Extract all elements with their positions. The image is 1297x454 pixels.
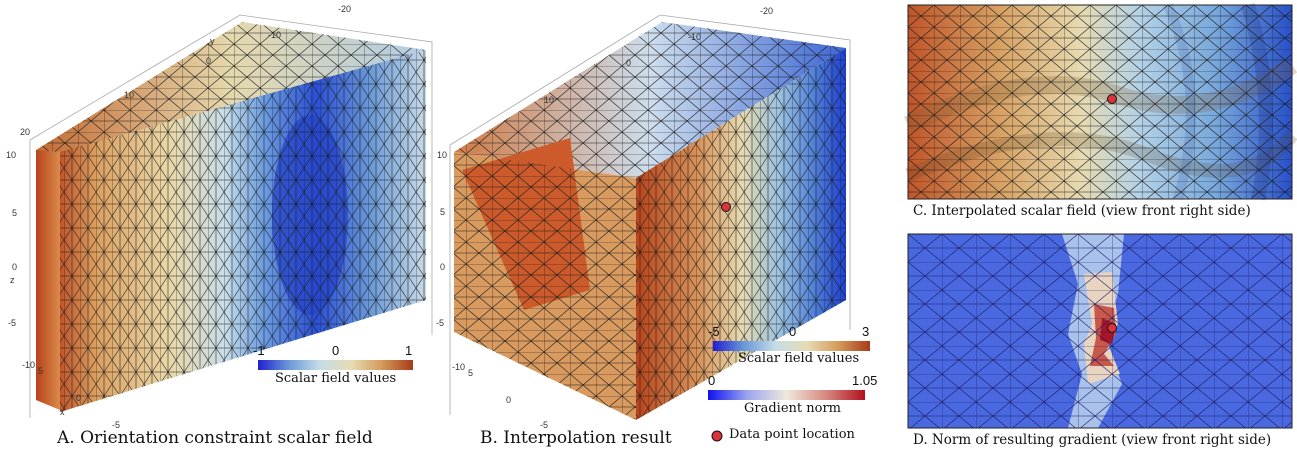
- x-tick: -5: [540, 420, 549, 430]
- z-tick: -10: [452, 362, 466, 372]
- panel-c-caption: C. Interpolated scalar field (view front…: [913, 203, 1251, 219]
- legend-b-gradient-colorbar: [708, 390, 865, 400]
- panel-d-caption: D. Norm of resulting gradient (view fron…: [913, 432, 1272, 448]
- y-tick: 20: [20, 127, 31, 137]
- axis-x-label: x: [60, 407, 65, 417]
- panel-b-3d-block: [449, 14, 851, 420]
- legend-b-gradient-tick-min: 0: [708, 373, 716, 388]
- x-tick: 5: [468, 368, 474, 378]
- x-tick: 5: [38, 366, 44, 376]
- x-tick: 0: [506, 395, 512, 405]
- y-tick: 10: [124, 90, 135, 100]
- y-tick: 10: [544, 95, 555, 105]
- data-point-marker: [1107, 323, 1117, 333]
- y-tick: -10: [268, 30, 282, 40]
- panel-d-surface: [907, 233, 1293, 429]
- x-tick: 0: [76, 393, 82, 403]
- legend-a-tick-max: 1: [405, 343, 413, 358]
- block-left-face: [36, 150, 60, 410]
- z-tick: -5: [8, 318, 17, 328]
- y-tick: -20: [760, 6, 774, 16]
- y-tick: -20: [338, 4, 352, 14]
- legend-b-point-marker: [711, 430, 723, 442]
- z-tick: 10: [6, 150, 17, 160]
- z-tick: 0: [440, 262, 446, 272]
- panel-a-3d-block: [29, 14, 433, 418]
- data-point-marker: [1107, 94, 1117, 104]
- legend-a-tick-min: -1: [253, 343, 265, 358]
- legend-b-gradient-label: Gradient norm: [744, 401, 841, 416]
- y-tick: 0: [626, 58, 632, 68]
- legend-b-scalar-tick-max: 3: [862, 324, 870, 339]
- legend-a-tick-mid: 0: [332, 343, 340, 358]
- legend-b-scalar-tick-min: -5: [708, 324, 720, 339]
- legend-b-gradient-tick-max: 1.05: [852, 373, 878, 388]
- z-tick: -5: [436, 318, 445, 328]
- z-tick: 0: [12, 262, 18, 272]
- panel-b-caption: B. Interpolation result: [480, 428, 672, 448]
- legend-b-scalar-colorbar: [713, 341, 870, 351]
- legend-b-scalar-label: Scalar field values: [738, 351, 860, 366]
- z-tick: 5: [12, 208, 18, 218]
- z-tick: 5: [440, 207, 446, 217]
- y-tick: -10: [688, 32, 702, 42]
- panel-a-caption: A. Orientation constraint scalar field: [57, 428, 373, 448]
- data-point-marker: [721, 202, 731, 212]
- legend-a-label: Scalar field values: [275, 371, 397, 386]
- legend-a-colorbar: [258, 360, 413, 370]
- legend-b-scalar-tick-mid: 0: [789, 324, 797, 339]
- z-tick: 10: [437, 150, 448, 160]
- axis-z-label: z: [10, 275, 15, 285]
- z-tick: -10: [22, 360, 36, 370]
- panel-c-surface: [903, 2, 1297, 201]
- y-tick: 0: [206, 56, 212, 66]
- axis-y-label: y: [210, 36, 215, 46]
- x-tick: -5: [112, 420, 121, 430]
- legend-b-point-label: Data point location: [729, 427, 855, 442]
